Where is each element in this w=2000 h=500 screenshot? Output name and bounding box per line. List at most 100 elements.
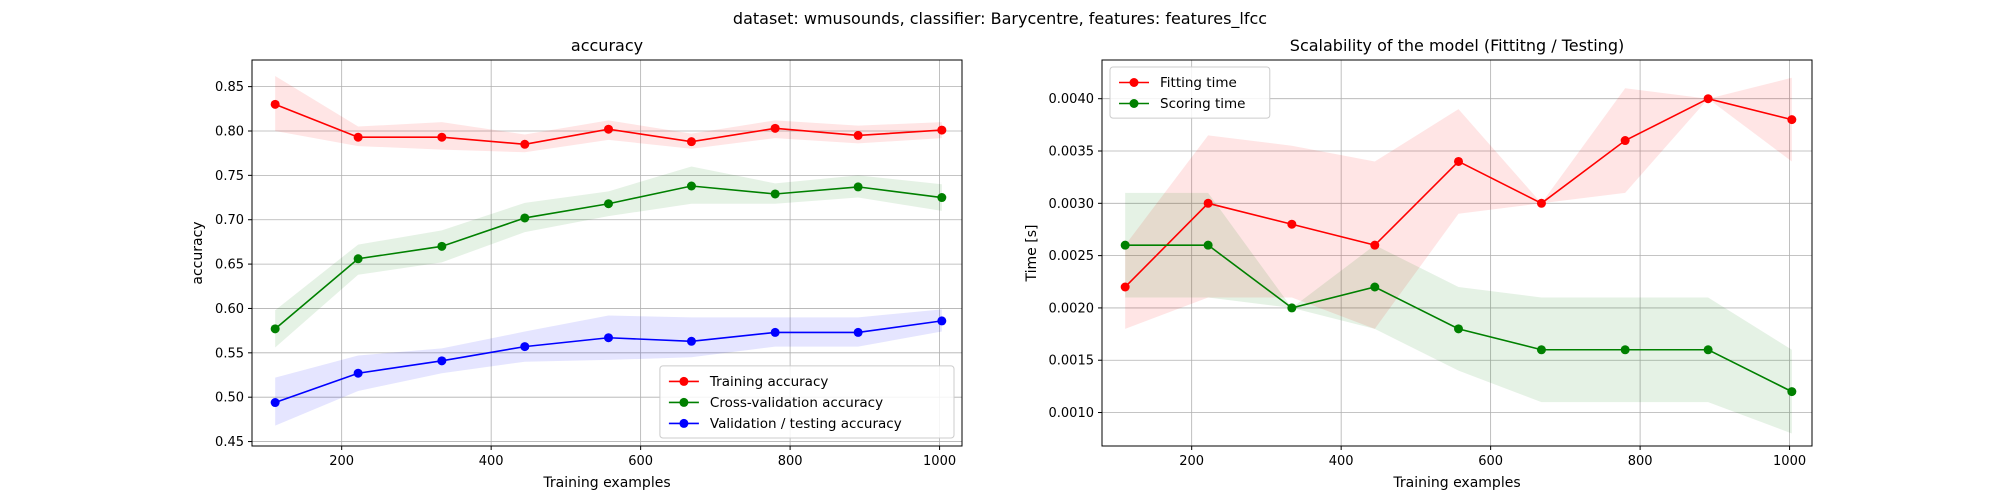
data-point xyxy=(937,125,947,135)
axes-frame xyxy=(251,59,963,447)
y-tick-label: 0.60 xyxy=(215,302,244,317)
x-tick-label: 200 xyxy=(329,454,354,469)
data-point xyxy=(353,254,363,264)
data-point xyxy=(603,124,613,134)
axes-frame xyxy=(1101,59,1813,447)
data-point xyxy=(1370,240,1380,250)
y-tick-label: 0.65 xyxy=(215,258,244,273)
legend: Fitting time Scoring time xyxy=(1109,66,1271,119)
x-tick-label: 800 xyxy=(778,454,803,469)
y-tick-label: 0.0040 xyxy=(1049,92,1095,107)
legend-marker xyxy=(1129,78,1139,87)
data-point xyxy=(270,398,280,408)
series-band-1 xyxy=(275,75,942,153)
data-point xyxy=(853,327,863,337)
data-point xyxy=(770,123,780,133)
data-point xyxy=(853,130,863,140)
legend-label: Scoring time xyxy=(1160,96,1245,112)
data-point xyxy=(686,336,696,346)
chart-title: accuracy xyxy=(571,36,643,55)
data-point xyxy=(1370,282,1380,292)
data-point xyxy=(603,333,613,343)
x-tick-label: 1000 xyxy=(923,454,956,469)
data-point xyxy=(1703,345,1713,355)
y-tick-label: 0.75 xyxy=(215,169,244,184)
data-point xyxy=(1620,136,1630,146)
series-band-2 xyxy=(1125,192,1792,434)
y-tick-label: 0.50 xyxy=(215,391,244,406)
data-point xyxy=(1703,94,1713,104)
data-point xyxy=(1120,282,1130,292)
data-point xyxy=(1203,198,1213,208)
data-point xyxy=(437,241,447,251)
chart-panel-2: 200 400 600 800 1000 0.0010 0.0015 0.0020 0.0025… xyxy=(1024,36,1813,491)
legend-marker xyxy=(679,418,689,428)
data-point xyxy=(853,182,863,192)
data-point xyxy=(1787,115,1797,125)
y-tick-label: 0.0035 xyxy=(1049,145,1095,160)
y-tick-label: 0.0020 xyxy=(1049,301,1095,316)
series-band-3 xyxy=(275,309,942,426)
figure-suptitle: dataset: wmusounds, classifier: Barycent… xyxy=(733,9,1267,29)
y-tick-label: 0.0030 xyxy=(1049,197,1095,212)
y-tick-label: 0.55 xyxy=(215,346,244,361)
data-point xyxy=(1536,345,1546,355)
x-tick-label: 400 xyxy=(1329,454,1354,469)
data-point xyxy=(437,356,447,366)
data-point xyxy=(1536,198,1546,208)
y-tick-label: 0.0015 xyxy=(1049,354,1095,369)
legend-label: Cross-validation accuracy xyxy=(710,395,883,411)
data-point xyxy=(1787,387,1797,397)
x-axis-label: Training examples xyxy=(1392,475,1520,491)
data-point xyxy=(770,327,780,337)
data-point xyxy=(937,193,947,203)
legend-marker xyxy=(1129,99,1139,108)
data-point xyxy=(1120,240,1130,250)
data-point xyxy=(437,132,447,142)
x-axis-label: Training examples xyxy=(542,475,670,491)
y-tick-label: 0.70 xyxy=(215,213,244,228)
data-point xyxy=(1203,240,1213,250)
x-tick-label: 200 xyxy=(1179,454,1204,469)
data-point xyxy=(686,181,696,191)
x-tick-label: 1000 xyxy=(1773,454,1806,469)
data-point xyxy=(770,189,780,199)
data-point xyxy=(603,199,613,209)
data-point xyxy=(1453,156,1463,166)
y-axis-label: accuracy xyxy=(190,221,206,284)
y-tick-label: 0.85 xyxy=(215,80,244,95)
x-tick-label: 800 xyxy=(1628,454,1653,469)
legend-label: Training accuracy xyxy=(709,374,828,390)
y-axis-label: Time [s] xyxy=(1024,225,1040,283)
y-tick-label: 0.45 xyxy=(215,435,244,450)
data-point xyxy=(686,137,696,147)
data-point xyxy=(270,99,280,109)
y-tick-label: 0.0025 xyxy=(1049,249,1095,264)
legend-label: Validation / testing accuracy xyxy=(710,416,902,432)
legend-marker xyxy=(679,376,689,386)
data-point xyxy=(1287,219,1297,229)
data-point xyxy=(520,139,530,149)
data-point xyxy=(1620,345,1630,355)
data-point xyxy=(1453,324,1463,334)
x-tick-label: 400 xyxy=(479,454,504,469)
data-point xyxy=(353,368,363,378)
y-tick-label: 0.0010 xyxy=(1049,406,1095,421)
data-point xyxy=(353,132,363,142)
chart-panel-1: 200 400 600 800 1000 0.45 0.50 0.55 0.60 0.65 0.70… xyxy=(190,36,963,491)
chart-title: Scalability of the model (Fittitng / Tes… xyxy=(1290,36,1624,55)
legend-box xyxy=(659,365,955,439)
x-tick-label: 600 xyxy=(1478,454,1503,469)
data-point xyxy=(520,213,530,223)
legend: Training accuracy Cross-validation accura… xyxy=(659,365,955,439)
data-point xyxy=(520,342,530,352)
legend-marker xyxy=(679,397,689,407)
data-point xyxy=(937,316,947,326)
legend-box xyxy=(1109,66,1271,119)
y-tick-label: 0.80 xyxy=(215,124,244,139)
data-point xyxy=(1287,303,1297,313)
legend-label: Fitting time xyxy=(1160,75,1237,91)
data-point xyxy=(270,324,280,334)
